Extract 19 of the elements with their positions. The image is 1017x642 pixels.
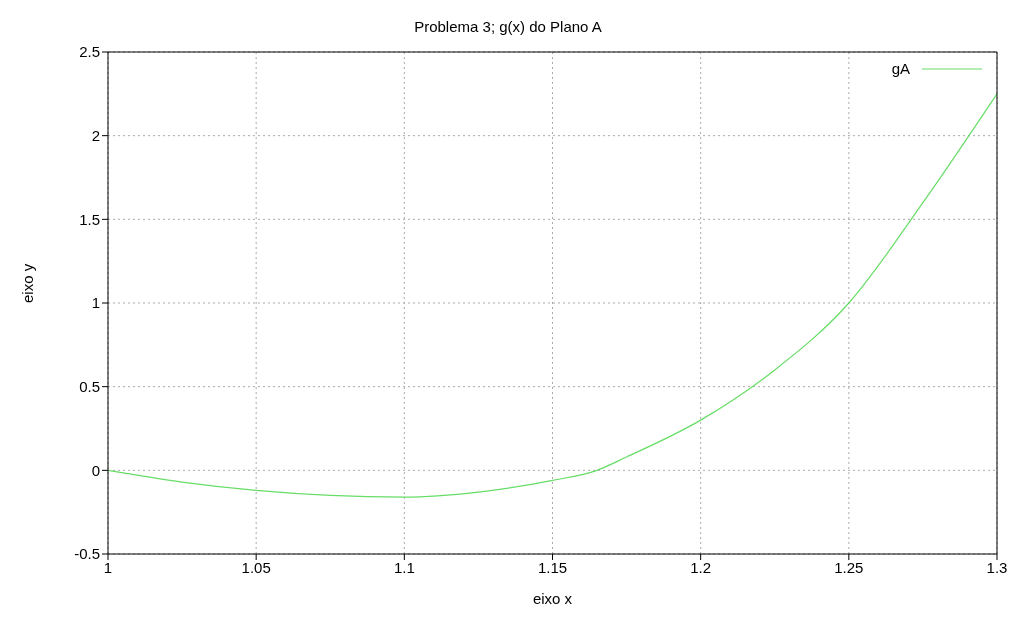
x-axis-title: eixo x — [532, 590, 573, 607]
x-tick-label: 1.1 — [393, 558, 415, 576]
x-tick-label: 1 — [103, 558, 113, 576]
x-tick-label: 1.15 — [537, 558, 568, 576]
y-tick-label: 0 — [91, 461, 100, 479]
x-tick-label: 1.25 — [834, 558, 864, 576]
x-tick-label: 1.05 — [241, 558, 271, 576]
y-tick-label: 1 — [91, 294, 100, 312]
x-tick-label: 1.3 — [986, 558, 1008, 576]
y-tick-label: 0.5 — [79, 377, 100, 395]
y-axis-title: eixo y — [19, 263, 37, 303]
y-tick-label: 2.5 — [79, 43, 100, 61]
y-tick-label: -0.5 — [74, 545, 100, 563]
y-tick-label: 1.5 — [79, 210, 100, 228]
legend-label: gA — [891, 60, 910, 77]
line-series — [108, 93, 997, 498]
chart-title: Problema 3; g(x) do Plano A — [413, 18, 603, 35]
y-tick-label: 2 — [91, 126, 100, 144]
x-tick-label: 1.2 — [690, 558, 712, 576]
